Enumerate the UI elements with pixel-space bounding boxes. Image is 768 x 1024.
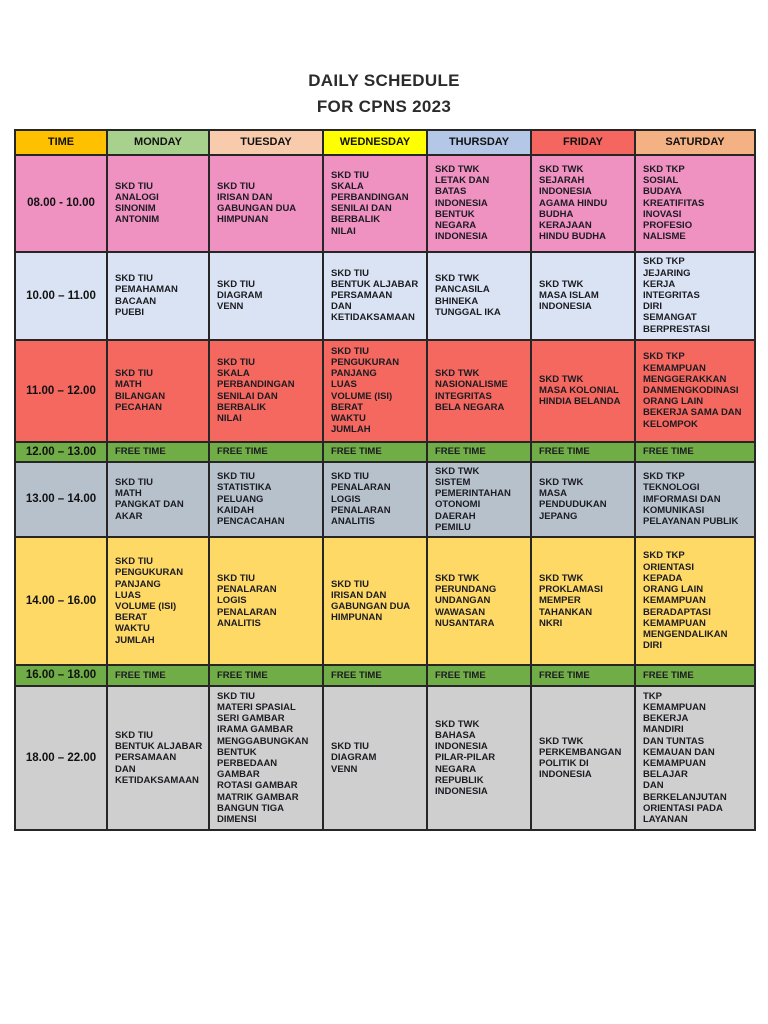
free-time-cell: FREE TIME: [322, 440, 428, 463]
schedule-cell: SKD TWK PANCASILA BHINEKA TUNGGAL IKA: [426, 250, 532, 341]
header-time: TIME: [14, 128, 108, 156]
schedule-cell: SKD TIU DIAGRAM VENN: [208, 250, 324, 341]
schedule-cell: SKD TWK MASA ISLAM INDONESIA: [530, 250, 636, 341]
schedule-cell: SKD TWK BAHASA INDONESIA PILAR-PILAR NEG…: [426, 684, 532, 831]
table-row: 08.00 - 10.00 SKD TIU ANALOGI SINONIM AN…: [14, 153, 756, 253]
time-slot: 10.00 – 11.00: [14, 250, 108, 341]
schedule-cell: SKD TKP TEKNOLOGI IMFORMASI DAN KOMUNIKA…: [634, 460, 756, 538]
header-tuesday: TUESDAY: [208, 128, 324, 156]
schedule-cell: SKD TIU DIAGRAM VENN: [322, 684, 428, 831]
time-slot: 08.00 - 10.00: [14, 153, 108, 253]
free-time-cell: FREE TIME: [208, 440, 324, 463]
time-slot: 12.00 – 13.00: [14, 440, 108, 463]
schedule-cell: SKD TWK LETAK DAN BATAS INDONESIA BENTUK…: [426, 153, 532, 253]
time-slot: 13.00 – 14.00: [14, 460, 108, 538]
free-time-cell: FREE TIME: [208, 663, 324, 687]
schedule-cell: SKD TIU PENGUKURAN PANJANG LUAS VOLUME (…: [322, 338, 428, 443]
header-thursday: THURSDAY: [426, 128, 532, 156]
time-slot: 11.00 – 12.00: [14, 338, 108, 443]
free-time-cell: FREE TIME: [106, 440, 210, 463]
free-time-cell: FREE TIME: [322, 663, 428, 687]
schedule-cell: SKD TWK MASA KOLONIAL HINDIA BELANDA: [530, 338, 636, 443]
free-time-row: 12.00 – 13.00 FREE TIME FREE TIME FREE T…: [14, 440, 756, 463]
schedule-cell: SKD TIU IRISAN DAN GABUNGAN DUA HIMPUNAN: [208, 153, 324, 253]
schedule-cell: SKD TIU IRISAN DAN GABUNGAN DUA HIMPUNAN: [322, 535, 428, 666]
schedule-cell: SKD TWK PROKLAMASI MEMPER TAHANKAN NKRI: [530, 535, 636, 666]
free-time-cell: FREE TIME: [530, 440, 636, 463]
header-saturday: SATURDAY: [634, 128, 756, 156]
schedule-cell: SKD TWK PERKEMBANGAN POLITIK DI INDONESI…: [530, 684, 636, 831]
schedule-cell: SKD TIU MATH BILANGAN PECAHAN: [106, 338, 210, 443]
schedule-cell: SKD TIU MATH PANGKAT DAN AKAR: [106, 460, 210, 538]
schedule-cell: SKD TWK SISTEM PEMERINTAHAN OTONOMI DAER…: [426, 460, 532, 538]
schedule-cell: SKD TWK SEJARAH INDONESIA AGAMA HINDU BU…: [530, 153, 636, 253]
title-line-1: DAILY SCHEDULE: [308, 71, 460, 90]
schedule-cell: SKD TIU PEMAHAMAN BACAAN PUEBI: [106, 250, 210, 341]
schedule-cell: SKD TWK MASA PENDUDUKAN JEPANG: [530, 460, 636, 538]
header-row: TIME MONDAY TUESDAY WEDNESDAY THURSDAY F…: [14, 128, 756, 156]
schedule-cell: SKD TIU BENTUK ALJABAR PERSAMAAN DAN KET…: [106, 684, 210, 831]
free-time-cell: FREE TIME: [426, 440, 532, 463]
table-row: 10.00 – 11.00 SKD TIU PEMAHAMAN BACAAN P…: [14, 250, 756, 341]
table-row: 13.00 – 14.00 SKD TIU MATH PANGKAT DAN A…: [14, 460, 756, 538]
time-slot: 16.00 – 18.00: [14, 663, 108, 687]
schedule-cell: SKD TIU PENALARAN LOGIS PENALARAN ANALIT…: [322, 460, 428, 538]
header-wednesday: WEDNESDAY: [322, 128, 428, 156]
free-time-cell: FREE TIME: [634, 663, 756, 687]
time-slot: 18.00 – 22.00: [14, 684, 108, 831]
schedule-cell: SKD TIU PENALARAN LOGIS PENALARAN ANALIT…: [208, 535, 324, 666]
free-time-row: 16.00 – 18.00 FREE TIME FREE TIME FREE T…: [14, 663, 756, 687]
table-row: 14.00 – 16.00 SKD TIU PENGUKURAN PANJANG…: [14, 535, 756, 666]
schedule-cell: TKP KEMAMPUAN BEKERJA MANDIRI DAN TUNTAS…: [634, 684, 756, 831]
free-time-cell: FREE TIME: [106, 663, 210, 687]
schedule-cell: SKD TWK NASIONALISME INTEGRITAS BELA NEG…: [426, 338, 532, 443]
schedule-cell: SKD TIU ANALOGI SINONIM ANTONIM: [106, 153, 210, 253]
schedule-cell: SKD TKP SOSIAL BUDAYA KREATIFITAS INOVAS…: [634, 153, 756, 253]
header-friday: FRIDAY: [530, 128, 636, 156]
table-row: 11.00 – 12.00 SKD TIU MATH BILANGAN PECA…: [14, 338, 756, 443]
title-line-2: FOR CPNS 2023: [316, 97, 452, 117]
page-title: DAILY SCHEDULE FOR CPNS 2023: [0, 0, 768, 121]
free-time-cell: FREE TIME: [530, 663, 636, 687]
schedule-cell: SKD TIU SKALA PERBANDINGAN SENILAI DAN B…: [208, 338, 324, 443]
free-time-cell: FREE TIME: [426, 663, 532, 687]
schedule-cell: SKD TWK PERUNDANG UNDANGAN WAWASAN NUSAN…: [426, 535, 532, 666]
time-slot: 14.00 – 16.00: [14, 535, 108, 666]
table-row: 18.00 – 22.00 SKD TIU BENTUK ALJABAR PER…: [14, 684, 756, 831]
header-monday: MONDAY: [106, 128, 210, 156]
schedule-cell: SKD TIU BENTUK ALJABAR PERSAMAAN DAN KET…: [322, 250, 428, 341]
free-time-cell: FREE TIME: [634, 440, 756, 463]
schedule-cell: SKD TIU SKALA PERBANDINGAN SENILAI DAN B…: [322, 153, 428, 253]
schedule-cell: SKD TIU STATISTIKA PELUANG KAIDAH PENCAC…: [208, 460, 324, 538]
schedule-cell: SKD TIU PENGUKURAN PANJANG LUAS VOLUME (…: [106, 535, 210, 666]
schedule-cell: SKD TKP KEMAMPUAN MENGGERAKKAN DANMENGKO…: [634, 338, 756, 443]
schedule-cell: SKD TKP ORIENTASI KEPADA ORANG LAIN KEMA…: [634, 535, 756, 666]
schedule-cell: SKD TKP JEJARING KERJA INTEGRITAS DIRI S…: [634, 250, 756, 341]
schedule-cell: SKD TIU MATERI SPASIAL SERI GAMBAR IRAMA…: [208, 684, 324, 831]
schedule-table: TIME MONDAY TUESDAY WEDNESDAY THURSDAY F…: [14, 128, 756, 831]
